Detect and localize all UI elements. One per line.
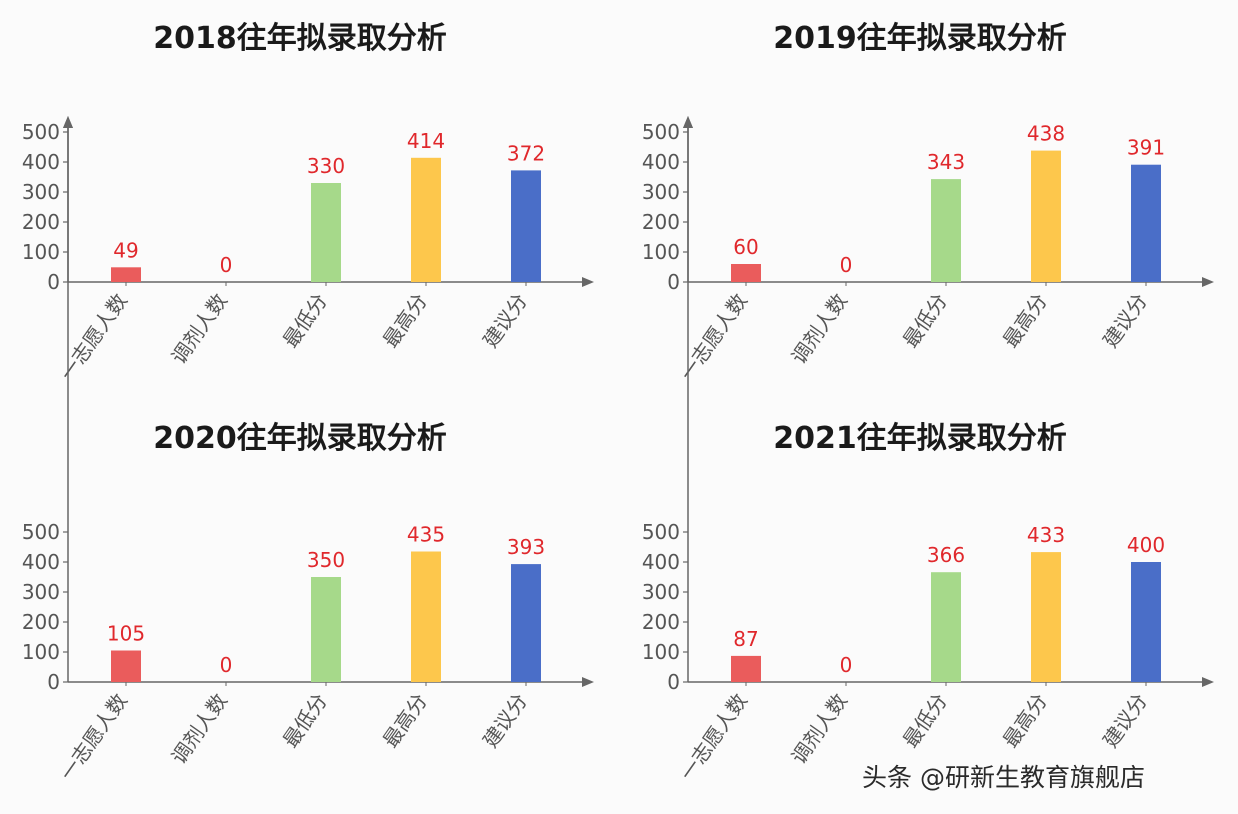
y-tick-label: 200	[22, 610, 60, 634]
y-tick-label: 500	[22, 520, 60, 544]
x-tick-label: 调剂人数	[167, 689, 233, 768]
x-tick-label: 最高分	[998, 689, 1052, 752]
data-label: 60	[733, 235, 758, 259]
x-tick-label: 调剂人数	[787, 689, 853, 768]
y-tick-label: 100	[642, 240, 680, 264]
y-tick-label: 100	[22, 640, 60, 664]
y-tick-label: 300	[642, 580, 680, 604]
x-tick-label: 调剂人数	[787, 289, 853, 368]
y-tick-label: 500	[642, 520, 680, 544]
y-tick-label: 0	[47, 670, 60, 694]
y-tick-label: 200	[22, 210, 60, 234]
x-axis-arrow-icon	[1202, 677, 1214, 687]
x-tick-label: 调剂人数	[167, 289, 233, 368]
data-label: 435	[407, 523, 445, 547]
y-tick-label: 300	[22, 580, 60, 604]
chart-title: 2018往年拟录取分析	[153, 21, 447, 56]
data-label: 0	[840, 653, 853, 677]
data-label: 0	[220, 253, 233, 277]
y-tick-label: 100	[642, 640, 680, 664]
y-tick-label: 400	[642, 150, 680, 174]
data-label: 87	[733, 627, 758, 651]
bar	[731, 264, 761, 282]
y-tick-label: 500	[22, 120, 60, 144]
y-axis-arrow-icon	[63, 116, 73, 128]
y-tick-label: 100	[22, 240, 60, 264]
x-tick-label: 一志愿人数	[675, 289, 752, 385]
y-tick-label: 0	[47, 270, 60, 294]
x-tick-label: 一志愿人数	[675, 689, 752, 785]
data-label: 433	[1027, 523, 1065, 547]
bar	[731, 655, 761, 682]
x-tick-label: 最高分	[378, 689, 432, 752]
data-label: 391	[1127, 136, 1165, 160]
y-tick-label: 200	[642, 610, 680, 634]
chart-3: 2021往年拟录取分析010020030040050087一志愿人数0调剂人数3…	[642, 116, 1214, 785]
x-axis-arrow-icon	[582, 677, 594, 687]
data-label: 343	[927, 150, 965, 174]
x-tick-label: 建议分	[1098, 289, 1152, 352]
bar	[511, 170, 541, 282]
y-tick-label: 300	[22, 180, 60, 204]
y-tick-label: 0	[667, 670, 680, 694]
bar	[311, 183, 341, 282]
bar	[1031, 150, 1061, 282]
bar	[1031, 552, 1061, 682]
bar	[411, 551, 441, 682]
x-tick-label: 一志愿人数	[55, 289, 132, 385]
y-tick-label: 300	[642, 180, 680, 204]
bar	[1131, 164, 1161, 282]
y-tick-label: 400	[642, 550, 680, 574]
data-label: 393	[507, 535, 545, 559]
y-tick-label: 200	[642, 210, 680, 234]
chart-1: 2019往年拟录取分析010020030040050060一志愿人数0调剂人数3…	[642, 21, 1214, 385]
x-tick-label: 最高分	[998, 289, 1052, 352]
bar	[111, 267, 141, 282]
y-tick-label: 500	[642, 120, 680, 144]
bar	[411, 157, 441, 282]
bar	[931, 572, 961, 682]
data-label: 105	[107, 622, 145, 646]
chart-2: 2020往年拟录取分析0100200300400500105一志愿人数0调剂人数…	[22, 116, 594, 785]
bar	[111, 650, 141, 682]
y-tick-label: 400	[22, 550, 60, 574]
x-tick-label: 最低分	[278, 289, 332, 352]
chart-title: 2021往年拟录取分析	[773, 421, 1067, 456]
x-tick-label: 最低分	[278, 689, 332, 752]
x-tick-label: 建议分	[478, 289, 532, 352]
x-tick-label: 最低分	[898, 689, 952, 752]
data-label: 400	[1127, 533, 1165, 557]
x-tick-label: 一志愿人数	[55, 689, 132, 785]
data-label: 414	[407, 129, 445, 153]
x-tick-label: 建议分	[1098, 689, 1152, 752]
y-axis-arrow-icon	[683, 116, 693, 128]
chart-0: 2018往年拟录取分析010020030040050049一志愿人数0调剂人数3…	[22, 21, 594, 385]
data-label: 330	[307, 154, 345, 178]
bar	[931, 179, 961, 282]
bar	[1131, 562, 1161, 682]
watermark: 头条 @研新生教育旗舰店	[862, 763, 1145, 792]
data-label: 438	[1027, 122, 1065, 146]
data-label: 366	[927, 543, 965, 567]
x-tick-label: 建议分	[478, 689, 532, 752]
x-axis-arrow-icon	[1202, 277, 1214, 287]
x-axis-arrow-icon	[582, 277, 594, 287]
data-label: 0	[220, 653, 233, 677]
y-tick-label: 400	[22, 150, 60, 174]
data-label: 350	[307, 548, 345, 572]
chart-title: 2020往年拟录取分析	[153, 421, 447, 456]
y-tick-label: 0	[667, 270, 680, 294]
x-tick-label: 最低分	[898, 289, 952, 352]
data-label: 49	[113, 238, 138, 262]
data-label: 372	[507, 141, 545, 165]
x-tick-label: 最高分	[378, 289, 432, 352]
bar	[511, 564, 541, 682]
chart-title: 2019往年拟录取分析	[773, 21, 1067, 56]
data-label: 0	[840, 253, 853, 277]
bar	[311, 577, 341, 682]
